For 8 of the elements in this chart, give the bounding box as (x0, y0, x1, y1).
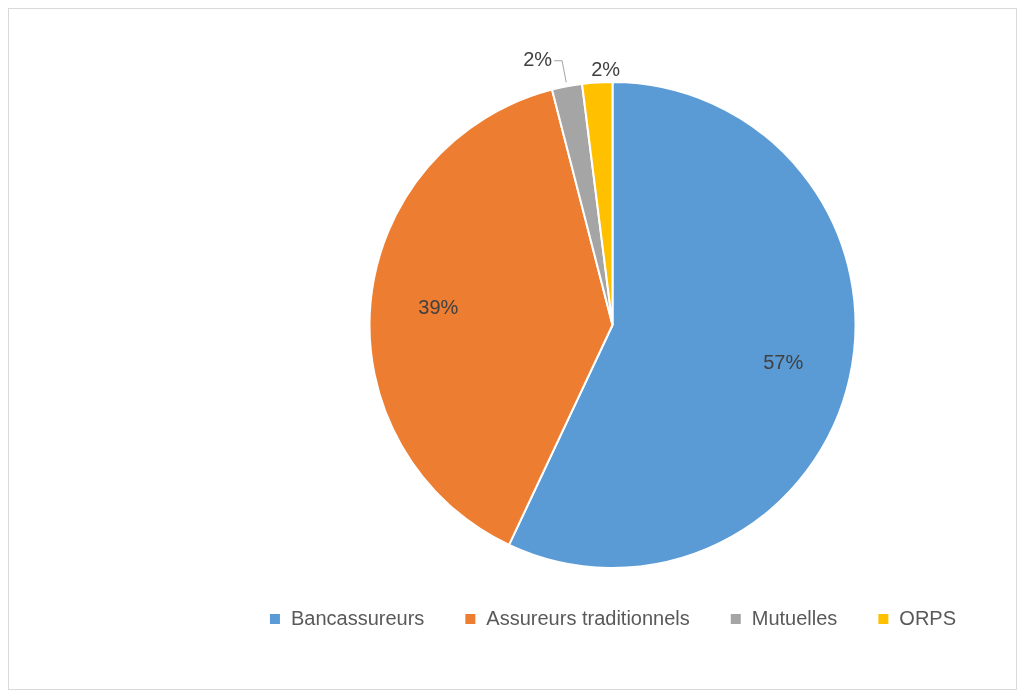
data-label: 2% (523, 48, 553, 71)
legend-label: Bancassureurs (290, 606, 425, 629)
data-label: 57% (763, 350, 804, 373)
data-label: 39% (418, 296, 459, 319)
legend-label: Mutuelles (751, 606, 838, 629)
legend-label: Assureurs traditionnels (486, 606, 690, 629)
legend-label: ORPS (899, 606, 957, 629)
data-label: 2% (591, 58, 621, 80)
